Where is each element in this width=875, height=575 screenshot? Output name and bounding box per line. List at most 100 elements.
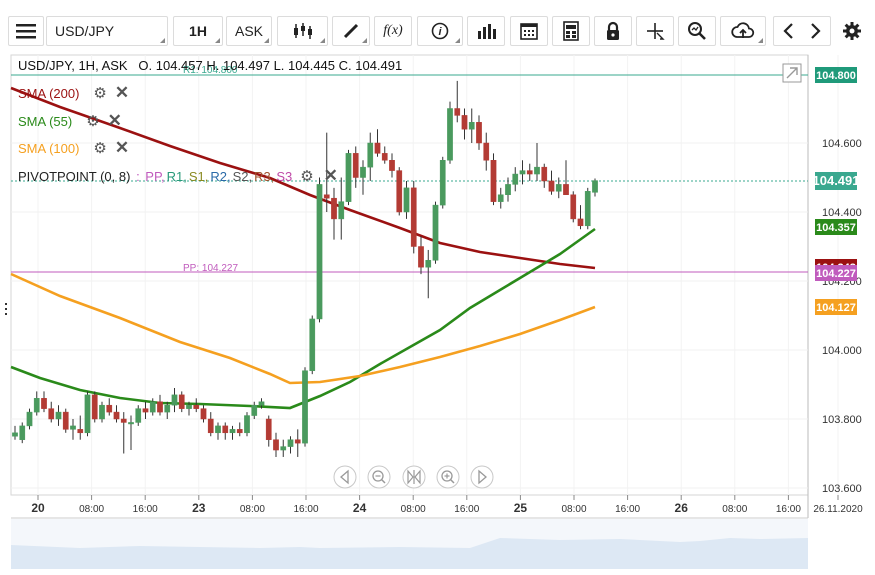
navigator-area <box>11 538 808 569</box>
scroll-right-button[interactable] <box>470 465 494 489</box>
sma55-settings-icon[interactable]: ⚙ <box>86 113 100 130</box>
cloud-button[interactable] <box>720 16 766 46</box>
scroll-left-button[interactable] <box>333 465 357 489</box>
price-badges: 104.800104.491104.357104.243104.227104.1… <box>813 67 860 315</box>
pivot-r1: R1, <box>166 168 187 184</box>
sma200-remove-icon[interactable]: ✕ <box>114 83 130 102</box>
time-tick-label: 16:00 <box>615 504 640 515</box>
price-tick-label: 103.800 <box>822 414 862 426</box>
time-tick-label: 08:00 <box>561 504 586 515</box>
time-tick-label: 08:00 <box>401 504 426 515</box>
sma100-line <box>10 272 596 385</box>
navigation-buttons[interactable] <box>773 16 831 46</box>
sma55-label: SMA (55) <box>18 113 73 129</box>
r1-level-label: R1: 104.800 <box>183 65 238 76</box>
pp-price-badge: 104.227 <box>815 265 857 281</box>
candle-down <box>41 398 47 409</box>
chart-controls[interactable] <box>333 465 494 489</box>
candle-up <box>55 411 62 420</box>
info-icon: i <box>431 22 449 40</box>
sma100-price-badge: 104.127 <box>815 299 857 315</box>
candle-up <box>229 429 236 434</box>
time-ticks: 20 08:00 16:00 23 08:00 16:00 24 08:00 16:00 25 08… <box>31 495 863 515</box>
pp-price-badge-box <box>815 265 857 281</box>
pivot-remove-icon[interactable]: ✕ <box>323 166 338 185</box>
candle-down <box>374 142 381 154</box>
timeframe-selector[interactable]: 1H <box>173 16 223 46</box>
draw-button[interactable] <box>332 16 370 46</box>
candle-up <box>592 180 598 193</box>
symbol-selector[interactable]: USD/JPY <box>46 16 168 46</box>
sma200-label: SMA (200) <box>18 85 80 101</box>
grid <box>11 55 839 495</box>
zoom-in-button[interactable] <box>436 465 460 489</box>
candle-down <box>410 187 417 247</box>
candle-down <box>77 429 84 434</box>
reset-view-button[interactable] <box>402 465 426 489</box>
sma100-remove-icon[interactable]: ✕ <box>114 138 130 157</box>
candle-down <box>91 394 98 420</box>
level-lines <box>11 74 808 273</box>
time-tick-label: 16:00 <box>133 504 158 515</box>
candle-up <box>360 166 366 178</box>
arrow-left-icon[interactable] <box>782 22 794 40</box>
crosshair-button[interactable] <box>636 16 674 46</box>
candle-up <box>26 411 33 427</box>
time-tick-label: 24 <box>353 501 367 515</box>
candle-down <box>48 408 55 420</box>
sma55-remove-icon[interactable]: ✕ <box>107 111 122 130</box>
time-tick-label: 08:00 <box>722 504 747 515</box>
time-tick-label: 26.11.2020 <box>813 504 863 515</box>
menu-button[interactable] <box>8 16 44 46</box>
candle-up <box>584 191 591 227</box>
candle-up <box>302 370 308 444</box>
candle-down <box>62 411 69 430</box>
price-type-selector[interactable]: ASK <box>226 16 272 46</box>
candle-down <box>236 429 243 434</box>
candle-up <box>280 446 287 451</box>
candle-up <box>497 194 504 202</box>
candle-down <box>476 122 482 144</box>
time-tick-label: 08:00 <box>79 504 104 515</box>
settings-button[interactable] <box>835 16 869 46</box>
r1-price-badge: 104.800 <box>815 67 857 83</box>
pivot-settings-icon[interactable]: ⚙ <box>300 168 314 185</box>
pivot-s1: S1, <box>188 168 209 184</box>
calendar-button[interactable] <box>510 16 548 46</box>
sma200-settings-icon[interactable]: ⚙ <box>93 85 107 102</box>
candle-down <box>178 394 185 409</box>
lock-icon <box>607 21 619 40</box>
pivot-s2: S2, <box>232 168 253 184</box>
sma100-settings-icon[interactable]: ⚙ <box>93 140 107 157</box>
symbol-label: USD/JPY <box>55 23 115 39</box>
candle-up <box>149 401 156 413</box>
sma100-price-badge-box <box>815 299 857 315</box>
chart-type-button[interactable] <box>277 16 328 46</box>
timeframe-label: 1H <box>189 23 207 39</box>
candle-down <box>570 194 577 220</box>
sma55-price-badge: 104.357 <box>815 219 857 235</box>
candles <box>12 80 598 457</box>
calculator-button[interactable] <box>552 16 590 46</box>
candle-down <box>389 160 395 171</box>
pivot-r3: R3, <box>254 168 275 184</box>
fx-label: f(x) <box>383 23 403 38</box>
cloud-upload-icon <box>731 22 755 38</box>
candle-down <box>222 425 229 434</box>
expand-icon[interactable] <box>782 63 802 83</box>
arrow-right-icon[interactable] <box>810 22 822 40</box>
zoom-out-button[interactable] <box>367 465 391 489</box>
volume-button[interactable] <box>467 16 505 46</box>
indicators-button[interactable]: f(x) <box>374 16 412 46</box>
sma200-line <box>10 86 596 270</box>
info-button[interactable]: i <box>417 16 463 46</box>
zoom-button[interactable] <box>678 16 716 46</box>
candle-up <box>12 432 18 437</box>
pivot-separator: : <box>132 168 144 184</box>
lock-button[interactable] <box>594 16 632 46</box>
candle-down <box>142 408 149 413</box>
pane-drag-handle[interactable] <box>5 303 7 315</box>
legend-sma55: SMA (55) ⚙ ✕ <box>18 111 122 131</box>
candles-icon <box>293 23 312 39</box>
